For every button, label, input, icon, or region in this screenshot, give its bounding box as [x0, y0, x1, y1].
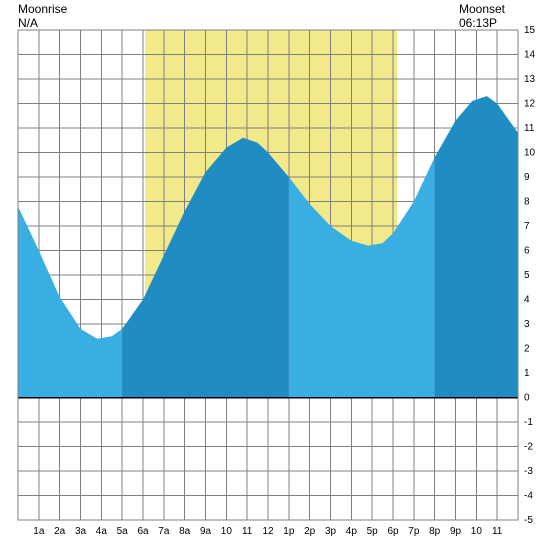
y-tick-label: -3 [524, 466, 533, 477]
x-tick-label: 7p [408, 526, 420, 537]
chart-svg: -5-4-3-2-101234567891011121314151a2a3a4a… [0, 0, 550, 550]
y-tick-label: -2 [524, 442, 533, 453]
y-tick-label: 12 [524, 99, 536, 110]
moonset-value: 06:13P [459, 16, 497, 30]
x-tick-label: 4p [346, 526, 358, 537]
y-tick-label: 0 [524, 393, 530, 404]
tide-chart: Moonrise N/A Moonset 06:13P -5 -4 -3 -2 -1 0 1… [0, 0, 550, 550]
moonset-label: Moonset 06:13P [459, 2, 505, 31]
y-tick-label: 7 [524, 221, 530, 232]
moonrise-value: N/A [18, 16, 38, 30]
x-tick-label: 2p [304, 526, 316, 537]
x-tick-label: 10 [221, 526, 233, 537]
y-tick-label: 5 [524, 270, 530, 281]
x-tick-label: 5p [367, 526, 379, 537]
moonset-title: Moonset [459, 2, 505, 16]
y-tick-label: 13 [524, 74, 536, 85]
y-tick-label: -4 [524, 491, 533, 502]
x-tick-label: 11 [242, 526, 253, 537]
moonrise-title: Moonrise [18, 2, 67, 16]
y-tick-label: 8 [524, 197, 530, 208]
x-tick-label: 9p [450, 526, 462, 537]
y-tick-label: 1 [524, 368, 530, 379]
x-tick-label: 3a [75, 526, 87, 537]
x-tick-label: 6a [137, 526, 149, 537]
x-tick-label: 1a [33, 526, 45, 537]
x-tick-label: 4a [96, 526, 108, 537]
x-tick-label: 7a [158, 526, 170, 537]
y-tick-label: 11 [524, 123, 535, 134]
x-tick-label: 2a [54, 526, 66, 537]
x-tick-label: 3p [325, 526, 337, 537]
y-tick-label: 9 [524, 172, 530, 183]
x-tick-label: 6p [387, 526, 399, 537]
y-tick-label: 4 [524, 295, 530, 306]
x-tick-label: 12 [262, 526, 274, 537]
y-tick-label: 3 [524, 319, 530, 330]
y-tick-label: -1 [524, 417, 533, 428]
y-tick-label: -5 [524, 515, 533, 526]
x-tick-label: 10 [471, 526, 483, 537]
moonrise-label: Moonrise N/A [18, 2, 67, 31]
x-tick-label: 8p [429, 526, 441, 537]
y-tick-label: 15 [524, 25, 536, 36]
y-tick-label: 6 [524, 246, 530, 257]
y-tick-label: 14 [524, 50, 536, 61]
y-tick-label: 2 [524, 344, 530, 355]
y-tick-label: 10 [524, 148, 536, 159]
x-tick-label: 1p [283, 526, 295, 537]
x-tick-label: 5a [117, 526, 129, 537]
x-tick-label: 9a [200, 526, 212, 537]
x-tick-label: 8a [179, 526, 191, 537]
x-tick-label: 11 [492, 526, 503, 537]
